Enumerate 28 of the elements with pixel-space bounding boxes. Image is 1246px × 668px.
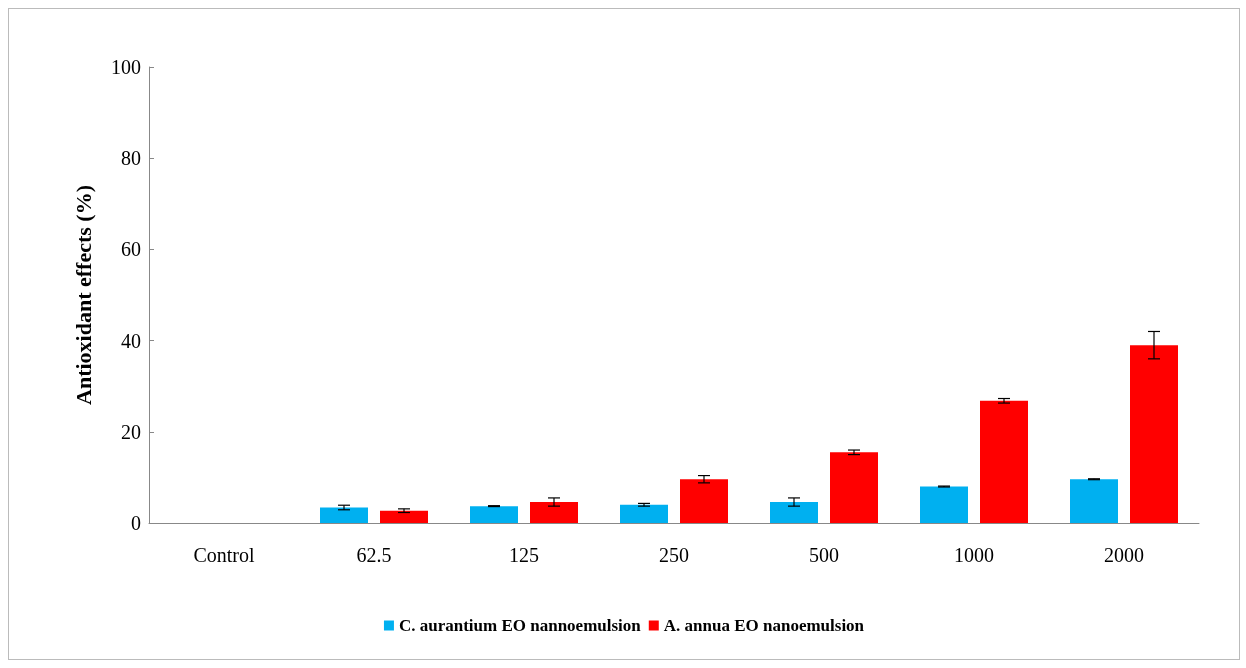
bar <box>980 400 1028 523</box>
x-tick-label: Control <box>193 544 255 566</box>
x-tick-label: 62.5 <box>356 544 392 566</box>
bar <box>770 502 818 523</box>
x-tick-label: 250 <box>659 544 689 566</box>
bar <box>1130 345 1178 523</box>
bar <box>830 452 878 523</box>
x-tick-label: 125 <box>509 544 539 566</box>
bar <box>320 507 368 523</box>
bar <box>380 510 428 523</box>
y-tick-label: 40 <box>121 329 141 352</box>
y-tick-label: 100 <box>111 56 141 78</box>
x-tick-label: 1000 <box>954 544 994 566</box>
bar <box>680 479 728 523</box>
x-tick-label: 500 <box>809 544 839 566</box>
bar <box>530 502 578 523</box>
y-tick-label: 0 <box>131 512 141 534</box>
legend-label: A. annua EO nanoemulsion <box>663 616 865 635</box>
bar <box>920 486 968 523</box>
y-tick-label: 60 <box>121 238 141 261</box>
bar <box>470 506 518 523</box>
bar <box>620 504 668 523</box>
y-tick-label: 80 <box>121 147 141 170</box>
bar <box>1070 479 1118 523</box>
x-tick-label: 2000 <box>1104 544 1144 566</box>
y-tick-label: 20 <box>121 420 141 443</box>
legend-label: C. aurantium EO nannoemulsion <box>398 616 642 635</box>
y-axis-title: Antioxidant effects (%) <box>70 185 96 405</box>
